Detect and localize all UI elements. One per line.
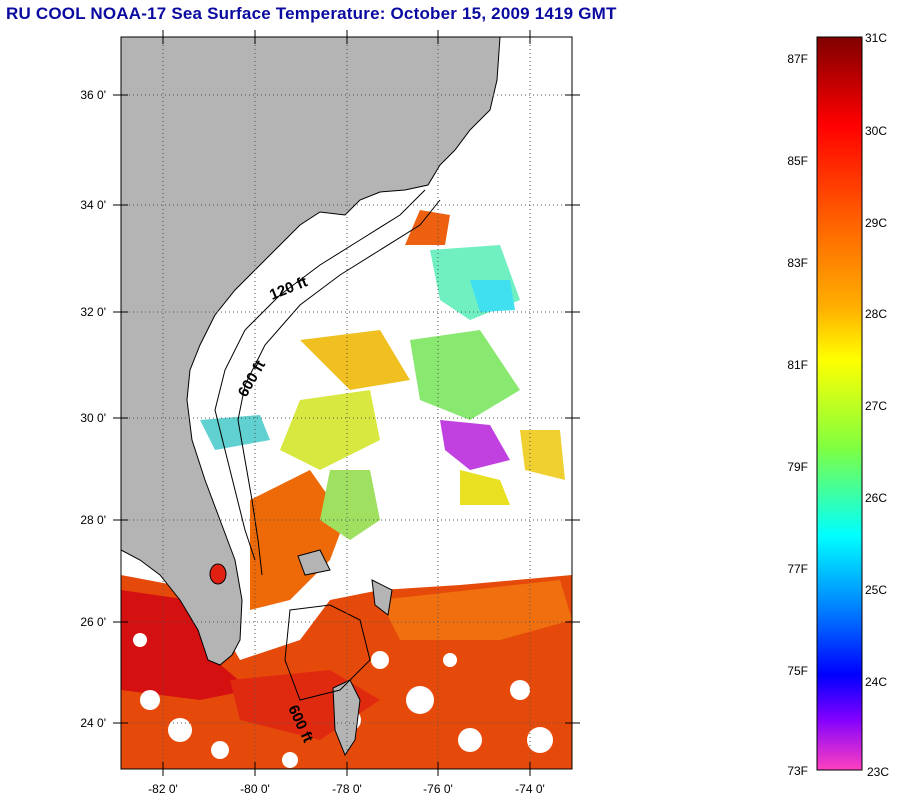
colorbar-c-label: 30C xyxy=(865,124,887,138)
cloud-mask xyxy=(133,633,553,768)
land-mass xyxy=(121,37,501,666)
lat-label: 32 0' xyxy=(80,305,106,319)
colorbar-c-label: 28C xyxy=(865,307,887,321)
colorbar-c-label: 26C xyxy=(865,491,887,505)
sst-field xyxy=(121,210,572,769)
colorbar-f-label: 85F xyxy=(787,154,808,168)
lat-label: 36 0' xyxy=(80,88,106,102)
colorbar-f-label: 79F xyxy=(787,460,808,474)
colorbar-c-label: 23C xyxy=(867,765,889,779)
lat-label: 34 0' xyxy=(80,198,106,212)
lon-label: -78 0' xyxy=(332,782,362,796)
colorbar-c-label: 31C xyxy=(865,31,887,45)
axis-ticks xyxy=(113,30,580,776)
map-title: RU COOL NOAA-17 Sea Surface Temperature:… xyxy=(6,4,617,23)
longitude-labels: -82 0' -80 0' -78 0' -76 0' -74 0' xyxy=(148,782,545,796)
lon-label: -76 0' xyxy=(423,782,453,796)
colorbar-f-label: 83F xyxy=(787,256,808,270)
colorbar: 87F 85F 83F 81F 79F 77F 75F 73F 31C 30C … xyxy=(787,31,889,779)
colorbar-gradient xyxy=(816,36,863,771)
colorbar-c-label: 27C xyxy=(865,399,887,413)
lon-label: -82 0' xyxy=(148,782,178,796)
contour-120ft xyxy=(214,189,426,561)
colorbar-f-label: 73F xyxy=(787,764,808,778)
contour-bahamas xyxy=(284,604,371,701)
colorbar-f-label: 81F xyxy=(787,358,808,372)
colorbar-f-label: 77F xyxy=(787,562,808,576)
colorbar-f-label: 87F xyxy=(787,52,808,66)
colorbar-c-label: 29C xyxy=(865,216,887,230)
colorbar-f-label: 75F xyxy=(787,664,808,678)
colorbar-c-label: 24C xyxy=(865,675,887,689)
lon-label: -74 0' xyxy=(515,782,545,796)
latitude-labels: 36 0' 34 0' 32 0' 30 0' 28 0' 26 0' 24 0… xyxy=(80,88,106,730)
lat-label: 28 0' xyxy=(80,513,106,527)
lake-okeechobee xyxy=(209,563,227,585)
lat-label: 30 0' xyxy=(80,411,106,425)
lat-label: 26 0' xyxy=(80,615,106,629)
lat-label: 24 0' xyxy=(80,716,106,730)
lon-label: -80 0' xyxy=(240,782,270,796)
colorbar-c-label: 25C xyxy=(865,583,887,597)
